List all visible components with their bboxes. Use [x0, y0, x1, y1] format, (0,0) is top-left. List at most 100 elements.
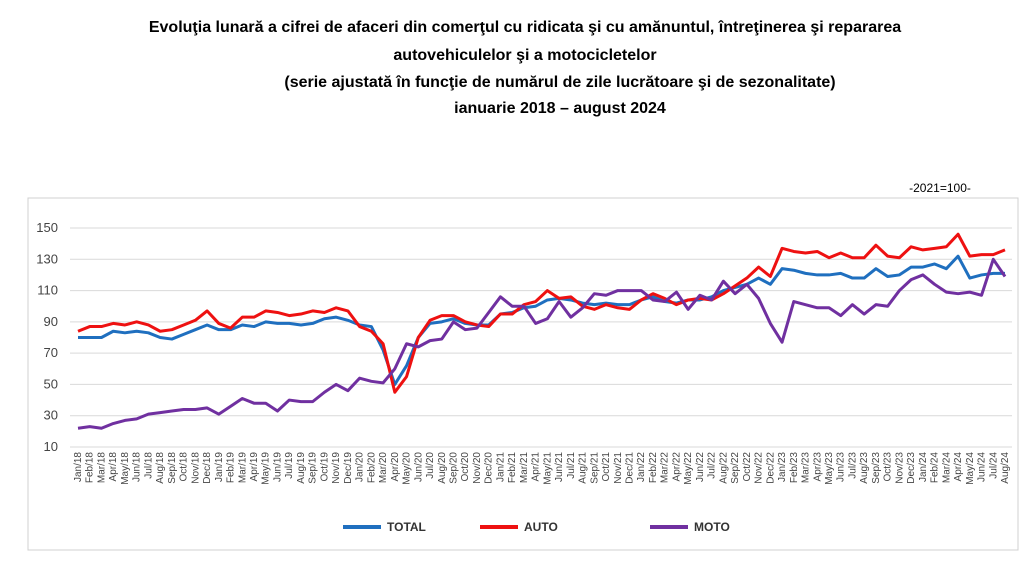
x-tick-label: Jan/23	[777, 452, 788, 482]
x-tick-label: Feb/23	[789, 452, 800, 484]
x-tick-label: May/20	[402, 452, 413, 485]
x-tick-label: Oct/22	[742, 452, 753, 482]
x-tick-label: Dec/22	[765, 452, 776, 484]
x-tick-label: May/24	[965, 452, 976, 485]
x-tick-label: Nov/22	[754, 452, 765, 484]
x-tick-label: Jul/24	[988, 452, 999, 479]
legend-label: AUTO	[524, 520, 558, 534]
x-tick-label: Apr/18	[108, 452, 119, 482]
x-tick-label: Jul/23	[847, 452, 858, 479]
y-tick-label: 130	[36, 251, 58, 266]
x-tick-label: Nov/20	[472, 452, 483, 484]
x-tick-label: Jun/22	[695, 452, 706, 482]
x-tick-label: Sep/22	[730, 452, 741, 484]
x-tick-label: Jan/21	[495, 452, 506, 482]
chart-title: autovehiculelor şi a motocicletelor	[393, 47, 656, 64]
x-tick-label: Nov/21	[613, 452, 624, 484]
x-tick-label: Oct/18	[179, 452, 190, 482]
x-tick-label: Oct/21	[601, 452, 612, 482]
x-tick-label: Aug/23	[859, 452, 870, 484]
x-tick-label: Jun/24	[977, 452, 988, 482]
chart-subtitle: (serie ajustată în funcţie de numărul de…	[284, 74, 835, 91]
x-tick-label: Jul/22	[707, 452, 718, 479]
x-tick-label: Mar/18	[96, 452, 107, 484]
x-tick-label: Jun/23	[836, 452, 847, 482]
x-tick-label: Jan/24	[918, 452, 929, 482]
x-tick-label: Aug/21	[578, 452, 589, 484]
x-tick-label: Aug/24	[1000, 452, 1011, 484]
x-tick-label: Jun/21	[554, 452, 565, 482]
x-tick-label: Sep/18	[167, 452, 178, 484]
x-tick-label: Jul/20	[425, 452, 436, 479]
x-tick-label: Aug/19	[296, 452, 307, 484]
y-tick-label: 90	[44, 314, 58, 329]
x-tick-label: Oct/19	[319, 452, 330, 482]
x-tick-label: May/19	[261, 452, 272, 485]
x-tick-label: Feb/24	[930, 452, 941, 484]
y-tick-label: 110	[37, 283, 58, 298]
x-tick-label: Jan/18	[73, 452, 84, 482]
annotation: -2021=100-	[909, 181, 971, 195]
x-tick-label: Oct/23	[883, 452, 894, 482]
x-tick-label: Mar/23	[801, 452, 812, 484]
x-tick-label: Jun/19	[272, 452, 283, 482]
x-tick-label: Apr/21	[531, 452, 542, 482]
x-tick-label: Dec/20	[484, 452, 495, 484]
y-tick-label: 10	[44, 439, 58, 454]
x-tick-label: Apr/19	[249, 452, 260, 482]
x-tick-label: Feb/18	[85, 452, 96, 484]
x-tick-label: Feb/19	[226, 452, 237, 484]
x-tick-label: Dec/23	[906, 452, 917, 484]
x-tick-label: Jul/21	[566, 452, 577, 479]
series-line	[78, 254, 1005, 386]
x-tick-label: Jan/20	[355, 452, 366, 482]
x-tick-label: Mar/24	[941, 452, 952, 484]
y-tick-label: 50	[44, 376, 58, 391]
x-tick-label: Jun/20	[413, 452, 424, 482]
x-tick-label: Jan/22	[636, 452, 647, 482]
x-tick-label: Feb/22	[648, 452, 659, 484]
x-tick-label: Mar/19	[237, 452, 248, 484]
x-tick-label: Sep/21	[589, 452, 600, 484]
x-tick-label: May/18	[120, 452, 131, 485]
legend-label: TOTAL	[387, 520, 426, 534]
chart-frame	[27, 197, 1019, 551]
y-tick-label: 150	[36, 220, 58, 235]
x-tick-label: Dec/21	[625, 452, 636, 484]
y-tick-label: 30	[44, 408, 58, 423]
legend-label: MOTO	[694, 520, 730, 534]
x-tick-label: Jul/18	[143, 452, 154, 479]
chart-title: Evoluţia lunară a cifrei de afaceri din …	[149, 19, 901, 36]
x-tick-label: Dec/18	[202, 452, 213, 484]
x-tick-label: Mar/21	[519, 452, 530, 484]
x-tick-label: Feb/21	[507, 452, 518, 484]
x-tick-label: May/21	[542, 452, 553, 485]
x-tick-label: Oct/20	[460, 452, 471, 482]
x-tick-label: Jun/18	[132, 452, 143, 482]
x-tick-label: Nov/19	[331, 452, 342, 484]
x-tick-label: Apr/22	[671, 452, 682, 482]
series-line	[77, 257, 1007, 430]
x-tick-label: Feb/20	[366, 452, 377, 484]
x-tick-label: Sep/20	[448, 452, 459, 484]
x-tick-label: Aug/20	[437, 452, 448, 484]
x-tick-label: Sep/23	[871, 452, 882, 484]
chart-period: ianuarie 2018 – august 2024	[454, 100, 666, 117]
x-tick-label: Aug/22	[718, 452, 729, 484]
x-tick-label: Mar/20	[378, 452, 389, 484]
x-tick-label: May/22	[683, 452, 694, 485]
x-tick-label: Mar/22	[660, 452, 671, 484]
x-tick-label: Apr/20	[390, 452, 401, 482]
x-tick-label: Nov/23	[894, 452, 905, 484]
x-tick-label: Apr/23	[812, 452, 823, 482]
x-tick-label: Apr/24	[953, 452, 964, 482]
x-tick-label: Dec/19	[343, 452, 354, 484]
x-tick-label: Sep/19	[308, 452, 319, 484]
x-tick-label: May/23	[824, 452, 835, 485]
x-tick-label: Jan/19	[214, 452, 225, 482]
y-tick-label: 70	[44, 345, 58, 360]
x-tick-label: Jul/19	[284, 452, 295, 479]
x-tick-label: Aug/18	[155, 452, 166, 484]
x-tick-label: Nov/18	[190, 452, 201, 484]
